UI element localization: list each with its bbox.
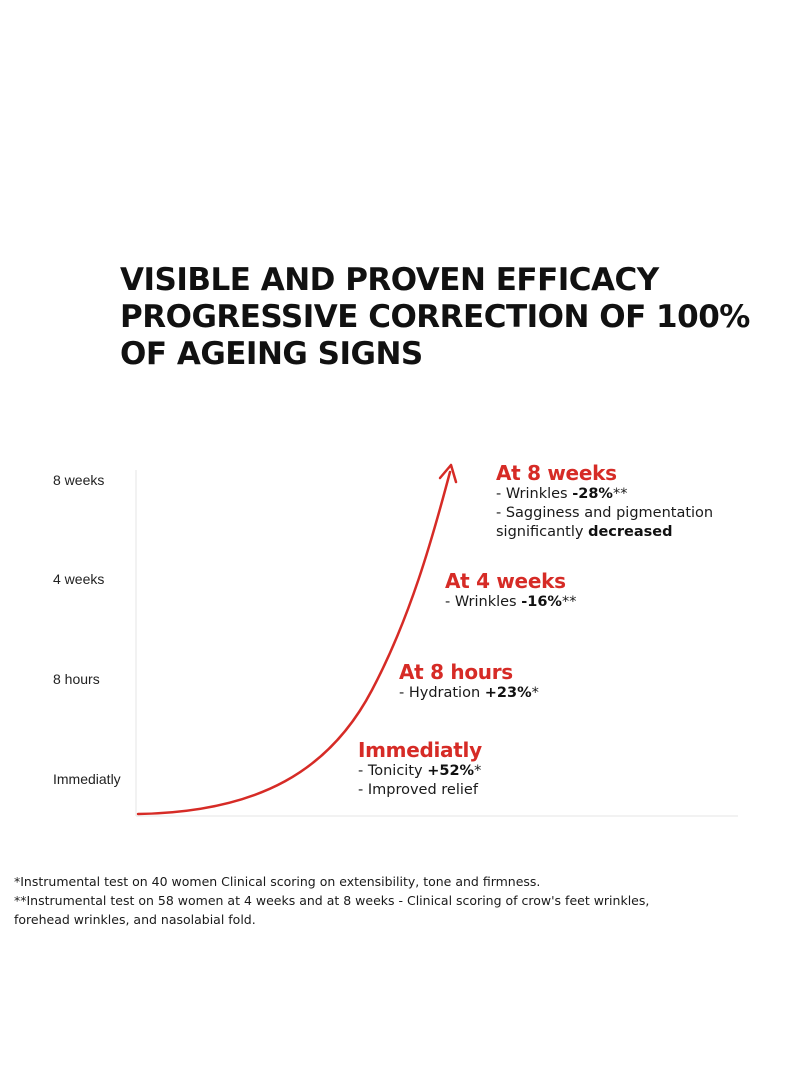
milestone-line: - Wrinkles -28%**: [496, 486, 628, 502]
milestone-line: - Wrinkles -16%**: [445, 594, 577, 610]
milestone-8-weeks: At 8 weeks - Wrinkles -28%** - Sagginess…: [496, 461, 713, 542]
page-title: VISIBLE AND PROVEN EFFICACY PROGRESSIVE …: [120, 262, 760, 373]
milestone-line: - Sagginess and pigmentation: [496, 505, 714, 521]
milestone-line: - Improved relief: [358, 782, 478, 798]
footnote-1: *Instrumental test on 40 women Clinical …: [14, 874, 541, 889]
milestone-line: - Hydration +23%*: [399, 685, 539, 701]
milestone-4-weeks: At 4 weeks - Wrinkles -16%**: [445, 569, 576, 612]
footnote-2-continued: forehead wrinkles, and nasolabial fold.: [14, 912, 256, 927]
milestone-heading: Immediatly: [358, 738, 482, 762]
milestone-heading: At 8 hours: [399, 660, 513, 684]
milestone-line: significantly decreased: [496, 524, 673, 540]
milestone-immediatly: Immediatly - Tonicity +52%* - Improved r…: [358, 738, 482, 800]
milestone-line: - Tonicity +52%*: [358, 763, 482, 779]
milestone-8-hours: At 8 hours - Hydration +23%*: [399, 660, 539, 703]
y-tick-label-8-hours: 8 hours: [53, 671, 100, 687]
footnote-2: **Instrumental test on 58 women at 4 wee…: [14, 893, 650, 908]
progress-curve: [136, 470, 452, 816]
y-tick-label-immediatly: Immediatly: [53, 771, 121, 787]
milestone-heading: At 4 weeks: [445, 569, 566, 593]
title-line-2: PROGRESSIVE CORRECTION OF 100%: [120, 299, 750, 335]
y-tick-label-8-weeks: 8 weeks: [53, 472, 105, 488]
y-tick-label-4-weeks: 4 weeks: [53, 571, 105, 587]
title-line-1: VISIBLE AND PROVEN EFFICACY: [120, 262, 659, 298]
footnotes: *Instrumental test on 40 women Clinical …: [14, 872, 784, 929]
title-line-3: OF AGEING SIGNS: [120, 336, 423, 372]
milestone-heading: At 8 weeks: [496, 461, 617, 485]
curve-arrowhead-icon: [438, 463, 458, 484]
